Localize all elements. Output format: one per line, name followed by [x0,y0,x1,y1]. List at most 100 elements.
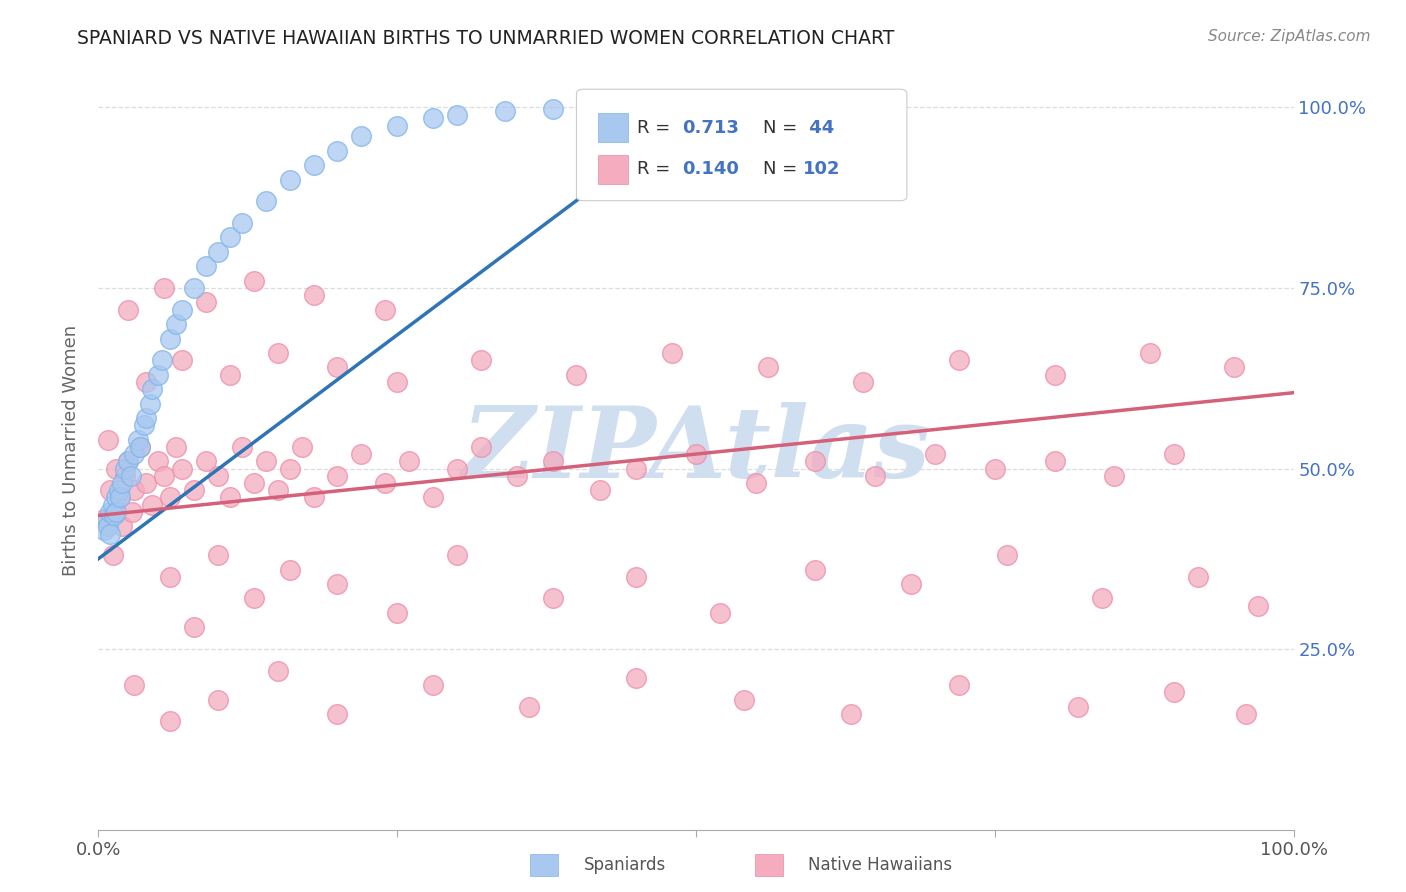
Text: N =: N = [763,161,803,178]
Point [709,606,731,620]
Point [172,353,194,368]
Point [267,664,290,678]
Point [243,274,266,288]
Point [326,360,349,375]
Point [107,483,129,498]
Point [565,368,588,382]
Point [117,302,139,317]
Point [219,491,242,505]
Point [165,440,187,454]
Point [1163,447,1185,461]
Point [756,360,779,375]
Point [207,244,229,259]
Point [219,368,242,382]
Point [150,353,173,368]
Point [148,454,170,468]
Point [733,692,755,706]
Point [195,295,218,310]
Point [589,483,612,498]
Point [446,548,468,562]
Point [517,699,540,714]
Point [117,454,139,468]
Point [470,353,492,368]
Point [302,158,325,172]
Point [995,548,1018,562]
Point [183,281,205,295]
Point [120,468,142,483]
Point [98,483,122,498]
Text: 102: 102 [803,161,841,178]
Point [302,288,325,302]
Point [865,468,887,483]
Point [470,440,492,454]
Point [114,461,136,475]
Text: Source: ZipAtlas.com: Source: ZipAtlas.com [1208,29,1371,44]
Point [231,216,253,230]
Point [172,461,194,475]
Point [661,346,683,360]
Point [948,353,970,368]
Point [1247,599,1270,613]
Point [219,230,242,244]
Point [626,461,648,475]
Point [326,468,349,483]
Point [267,346,290,360]
Point [494,104,516,119]
Point [93,523,115,537]
Text: 0.140: 0.140 [682,161,738,178]
Point [108,491,131,505]
Point [422,678,444,692]
Point [350,447,373,461]
Point [135,475,157,490]
Point [148,368,170,382]
Point [141,498,163,512]
Point [948,678,970,692]
Point [111,519,134,533]
Point [243,591,266,606]
Point [111,475,134,490]
Point [172,302,194,317]
Point [626,570,648,584]
Point [141,382,163,396]
Point [207,468,229,483]
Point [302,491,325,505]
Point [159,570,181,584]
Point [1223,360,1246,375]
Text: Spaniards: Spaniards [583,856,665,874]
Point [183,620,205,634]
Point [254,454,277,468]
Point [105,461,128,475]
Point [129,440,152,454]
Point [135,411,157,425]
Text: 44: 44 [803,119,834,136]
Point [101,498,124,512]
Point [96,512,118,526]
Point [1067,699,1090,714]
Point [422,491,444,505]
Point [153,468,176,483]
Point [267,483,290,498]
Point [153,281,176,295]
Point [1091,591,1114,606]
Point [243,475,266,490]
Point [114,468,136,483]
Point [231,440,253,454]
Point [326,144,349,158]
Point [98,526,122,541]
Point [385,375,409,389]
Point [446,461,468,475]
Y-axis label: Births to Unmarried Women: Births to Unmarried Women [62,325,80,576]
Text: Native Hawaiians: Native Hawaiians [808,856,953,874]
Point [385,119,409,133]
Point [135,375,157,389]
Point [159,491,181,505]
Point [852,375,875,389]
Point [207,548,229,562]
Point [385,606,409,620]
Text: R =: R = [637,161,676,178]
Point [139,396,162,410]
Point [124,483,146,498]
Point [101,548,124,562]
Point [124,678,146,692]
Point [127,433,149,447]
